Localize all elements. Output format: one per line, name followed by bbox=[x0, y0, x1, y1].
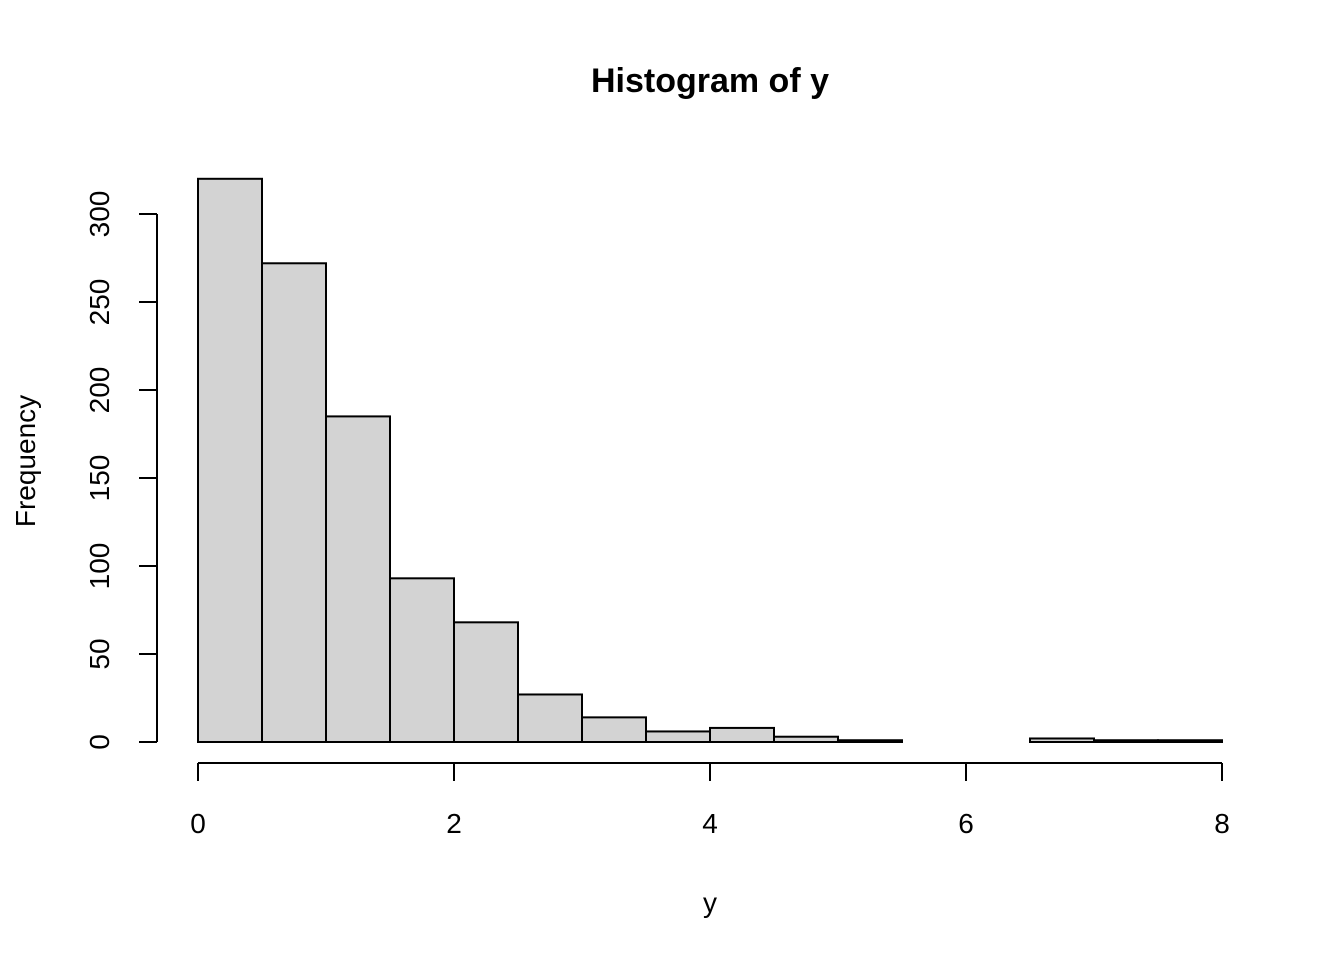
y-axis-label: Frequency bbox=[10, 395, 41, 527]
histogram-bar bbox=[261, 262, 327, 743]
histogram-bar bbox=[645, 730, 711, 744]
histogram-bars bbox=[197, 177, 1223, 744]
histogram-bar bbox=[453, 621, 519, 744]
x-tick-label: 4 bbox=[702, 808, 718, 839]
x-tick-label: 6 bbox=[958, 808, 974, 839]
x-axis: 0 2 4 6 8 bbox=[190, 762, 1230, 839]
histogram-bar bbox=[773, 735, 839, 743]
chart-title: Histogram of y bbox=[591, 62, 829, 100]
x-tick-label: 8 bbox=[1214, 808, 1230, 839]
histogram-bar bbox=[197, 177, 263, 744]
histogram-bar bbox=[709, 726, 775, 743]
y-tick-label: 50 bbox=[84, 638, 115, 669]
y-tick-label: 300 bbox=[84, 191, 115, 238]
y-tick-label: 250 bbox=[84, 279, 115, 326]
y-tick-label: 200 bbox=[84, 367, 115, 414]
y-tick-label: 100 bbox=[84, 543, 115, 590]
histogram-bar bbox=[581, 716, 647, 743]
y-tick-label: 150 bbox=[84, 455, 115, 502]
histogram-bar bbox=[837, 739, 903, 743]
histogram-bar bbox=[325, 415, 391, 743]
histogram-bar bbox=[389, 577, 455, 743]
y-tick-label: 0 bbox=[84, 734, 115, 750]
histogram-bar bbox=[1029, 737, 1095, 743]
y-axis: 0 50 100 150 200 250 300 bbox=[84, 191, 158, 750]
x-tick-label: 2 bbox=[446, 808, 462, 839]
x-axis-label: y bbox=[703, 887, 717, 918]
histogram-bar bbox=[1157, 739, 1223, 743]
x-tick-label: 0 bbox=[190, 808, 206, 839]
histogram-bar bbox=[1093, 739, 1159, 743]
histogram-bar bbox=[517, 693, 583, 743]
